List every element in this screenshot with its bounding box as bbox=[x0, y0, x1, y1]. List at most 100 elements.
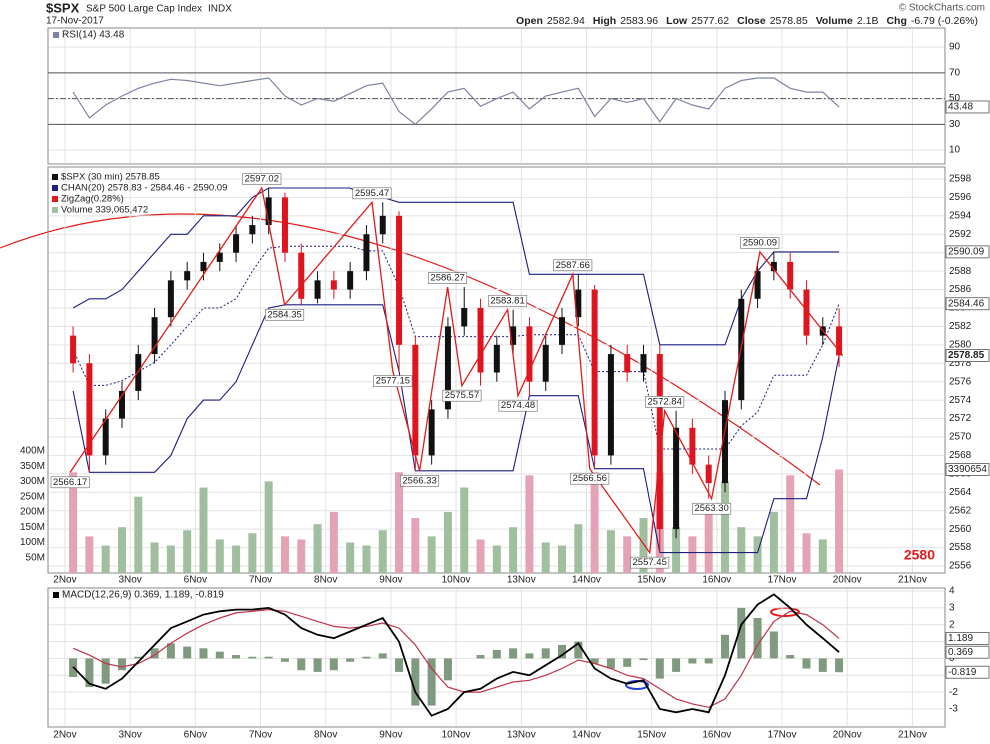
histogram-bar bbox=[134, 656, 143, 659]
volume-bar bbox=[541, 542, 550, 573]
legend-icon bbox=[53, 592, 59, 598]
histogram-bar bbox=[346, 658, 355, 662]
series-line bbox=[72, 77, 840, 126]
value-tag: -0.819 bbox=[948, 667, 977, 678]
value-tag-box bbox=[945, 631, 990, 645]
panel-title: RSI(14) 43.48 bbox=[62, 30, 125, 41]
quote: Open 2582.94 High 2583.96 Low 2577.62 Close 257… bbox=[516, 15, 978, 27]
zigzag-label-box bbox=[428, 272, 468, 284]
histogram-bar bbox=[411, 658, 420, 706]
x-tick-label: 9Nov bbox=[379, 730, 402, 741]
volume-bar bbox=[264, 481, 273, 573]
x-tick-label: 10Nov bbox=[442, 730, 471, 741]
candle-body bbox=[607, 354, 614, 456]
zigzag-label-box bbox=[630, 556, 670, 569]
zigzag-label-box bbox=[692, 502, 732, 515]
candle-body bbox=[689, 427, 696, 465]
candle-body bbox=[542, 344, 549, 382]
volume-bar bbox=[313, 524, 322, 573]
credit: © StockCharts.com bbox=[899, 3, 985, 14]
channel-middle bbox=[72, 245, 840, 450]
y-tick-label: 2592 bbox=[949, 229, 972, 240]
volume-bar bbox=[476, 539, 485, 573]
zigzag-label: 2574.48 bbox=[501, 400, 535, 411]
volume-bar bbox=[574, 524, 583, 573]
value-tag: 2578.85 bbox=[948, 350, 985, 361]
candle-body bbox=[770, 261, 777, 272]
zigzag-label: 2587.66 bbox=[556, 260, 590, 271]
candle-body bbox=[216, 252, 223, 262]
volume-bar bbox=[623, 536, 632, 573]
candle-body bbox=[233, 234, 240, 253]
volume-bar bbox=[835, 469, 844, 573]
histogram-bar bbox=[101, 658, 110, 684]
histogram-bar bbox=[720, 634, 729, 659]
panel-frame bbox=[47, 27, 946, 165]
volume-bar bbox=[737, 527, 746, 573]
legend-label: ZigZag(0.28%) bbox=[61, 194, 124, 205]
y-tick-label: 2598 bbox=[949, 174, 972, 185]
candle-body bbox=[135, 354, 142, 391]
volume-tick-label: 200M bbox=[20, 507, 45, 518]
y-tick-label: 30 bbox=[949, 119, 961, 130]
candle-body bbox=[754, 271, 761, 299]
volume-bar bbox=[248, 533, 257, 573]
volume-bar bbox=[558, 545, 567, 573]
volume-bar bbox=[199, 487, 208, 573]
x-tick-label: 13Nov bbox=[507, 575, 536, 586]
candle-body bbox=[836, 326, 843, 356]
zigzag-label-box bbox=[265, 308, 305, 321]
legend-icon bbox=[52, 207, 58, 213]
y-tick-label: 2586 bbox=[949, 284, 972, 295]
candle-body bbox=[673, 427, 680, 530]
volume-bar bbox=[688, 536, 697, 573]
zigzag-label: 2595.47 bbox=[355, 188, 389, 199]
volume-bar bbox=[460, 487, 469, 573]
panel-frame bbox=[47, 587, 946, 728]
volume-bar bbox=[769, 511, 778, 573]
histogram-bar bbox=[639, 658, 648, 661]
y-tick-label: 2578 bbox=[949, 358, 972, 369]
volume-bar bbox=[117, 527, 126, 573]
value-tag: 1.189 bbox=[948, 633, 973, 644]
histogram-bar bbox=[166, 643, 175, 659]
candle-body bbox=[787, 261, 794, 290]
histogram-bar bbox=[395, 658, 404, 672]
zigzag-label-box bbox=[442, 389, 482, 402]
zigzag-label-box bbox=[488, 294, 528, 307]
channel-upper bbox=[72, 187, 840, 346]
value-tag-box bbox=[945, 297, 990, 311]
volume-bar bbox=[395, 472, 404, 573]
x-tick-label: 3Nov bbox=[118, 730, 141, 741]
volume-bar bbox=[134, 496, 143, 573]
histogram-bar bbox=[248, 656, 257, 659]
zigzag-label-box bbox=[645, 396, 685, 408]
zigzag-label: 2575.57 bbox=[445, 390, 479, 401]
zigzag-label: 2590.09 bbox=[743, 237, 777, 248]
quote-label: Volume bbox=[816, 15, 853, 27]
quote-value: 2577.62 bbox=[691, 15, 729, 27]
histogram-bar bbox=[655, 658, 664, 679]
histogram-bar bbox=[769, 631, 778, 659]
y-tick-label: -3 bbox=[949, 704, 958, 715]
histogram-bar bbox=[590, 658, 599, 664]
histogram-bar bbox=[215, 651, 224, 659]
candle-body bbox=[298, 252, 305, 299]
value-tag: 0.369 bbox=[948, 647, 973, 658]
y-tick-label: 3 bbox=[949, 603, 955, 614]
candle-body bbox=[477, 307, 484, 373]
volume-bar bbox=[362, 545, 371, 573]
x-tick-label: 21Nov bbox=[898, 730, 927, 741]
legend-icon bbox=[52, 174, 58, 180]
zigzag-line bbox=[69, 186, 844, 555]
quote-label: Close bbox=[737, 15, 766, 27]
panel-title: MACD(12,26,9) 0.369, 1.189, -0.819 bbox=[62, 590, 224, 601]
candle-body bbox=[265, 197, 272, 226]
zigzag-label-box bbox=[242, 173, 282, 185]
x-tick-label: 14Nov bbox=[572, 575, 601, 586]
histogram-bar bbox=[313, 658, 322, 672]
histogram-bar bbox=[541, 648, 550, 659]
y-tick-label: 2560 bbox=[949, 524, 972, 535]
volume-bar bbox=[639, 518, 648, 573]
volume-bar bbox=[427, 536, 436, 573]
